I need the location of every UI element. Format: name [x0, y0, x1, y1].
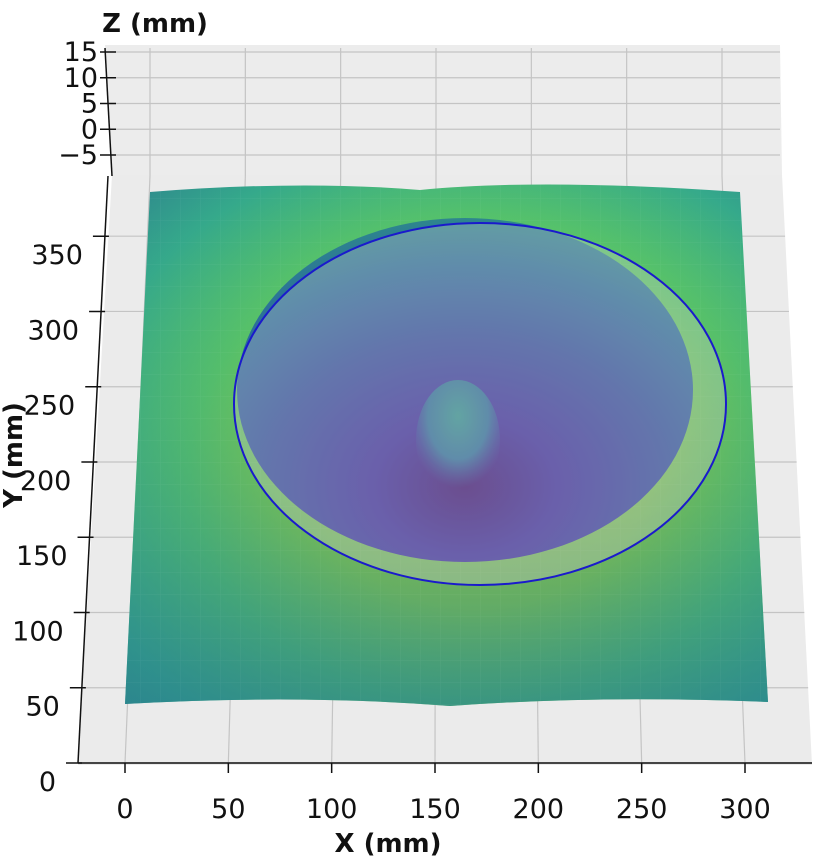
- y-tick-label: 300: [28, 315, 80, 346]
- y-tick-label: 250: [24, 391, 76, 422]
- y-tick-label: 100: [12, 616, 64, 647]
- z-tick-label: 0: [81, 114, 98, 145]
- y-tick-label: 150: [16, 541, 68, 572]
- z-tick-label: 10: [64, 63, 98, 94]
- x-tick-label: 0: [116, 794, 133, 825]
- y-tick-label: 0: [39, 767, 56, 798]
- tick-labels: 0 50 100 150 200 250 300050100150200250300350−…: [12, 37, 771, 825]
- z-tick-label: 15: [64, 37, 98, 68]
- x-axis-label: X (mm): [334, 829, 441, 859]
- surface-mesh: [125, 184, 768, 706]
- x-tick-label: 200: [513, 794, 565, 825]
- x-tick-label: 150: [409, 794, 461, 825]
- z-axis-label: Z (mm): [102, 9, 208, 39]
- y-tick-label: 350: [31, 240, 83, 271]
- z-tick-label: 5: [81, 89, 98, 120]
- x-tick-label: 50: [211, 794, 245, 825]
- overlay-ellipse: [233, 222, 727, 586]
- x-tick-label: 250: [616, 794, 668, 825]
- y-tick-label: 50: [25, 692, 59, 723]
- y-axis-label: Y (mm): [0, 402, 29, 509]
- x-tick-label: 100: [306, 794, 358, 825]
- x-tick-label: 300: [719, 794, 771, 825]
- y-tick-label: 200: [20, 466, 72, 497]
- z-tick-label: −5: [58, 140, 98, 171]
- tick-marks: [66, 51, 746, 773]
